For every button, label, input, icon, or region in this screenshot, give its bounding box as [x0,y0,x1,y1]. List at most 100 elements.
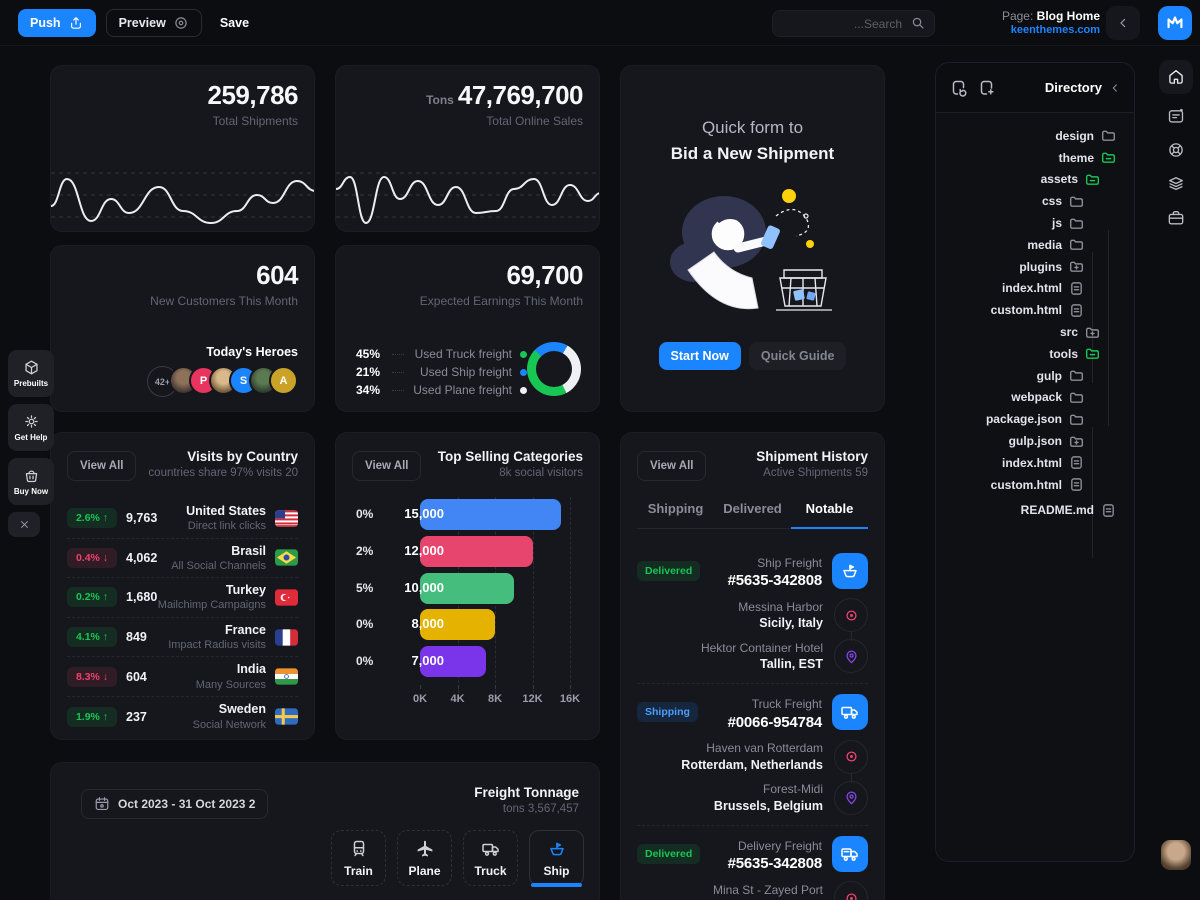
save-button[interactable]: Save [212,9,257,37]
briefcase-icon[interactable] [1167,209,1185,227]
site-link[interactable]: keenthemes.com [1010,24,1100,36]
tree-item-README.md[interactable]: README.md [936,500,1134,522]
prebuilts-button[interactable]: Prebuilts [8,350,54,397]
visits-title: Visits by Country [187,449,298,464]
push-button[interactable]: Push [18,9,96,37]
tree-item-label: gulp [1036,368,1062,383]
category-bar [420,572,514,604]
tree-item-src[interactable]: src [936,321,1134,343]
legend-leader [392,389,404,391]
shipment-illustration [669,189,832,311]
tree-item-theme[interactable]: theme [936,147,1134,169]
tree-item-tools[interactable]: tools [936,343,1134,365]
mode-truck-button[interactable]: Truck [463,830,518,886]
app-logo[interactable] [1158,6,1192,40]
tree-item-css[interactable]: css [936,190,1134,212]
user-avatar[interactable] [1161,840,1191,870]
change-badge: 0.4% ↓ [67,547,117,568]
collapse-button[interactable] [1106,6,1140,40]
plane-icon [415,839,435,859]
tree-guide-line [1108,230,1109,426]
visit-country-row[interactable]: 0.4% ↓ 4,062 Brasil All Social Channels [67,539,298,579]
tree-item-label: plugins [1019,259,1062,274]
axis-tick [457,685,459,689]
folder-icon [1069,237,1084,252]
buy-now-label: Buy Now [13,487,49,496]
quick-guide-button[interactable]: Quick Guide [748,342,847,370]
tree-item-webpack[interactable]: webpack [936,387,1134,409]
date-range-button[interactable]: Oct 2023 - 31 Oct 2023 2 [81,789,269,819]
tree-item-media[interactable]: media [936,234,1134,256]
country-flag-icon [275,589,298,606]
support-icon[interactable] [1167,141,1185,159]
tab-notable[interactable]: Notable [791,501,868,529]
tab-shipping[interactable]: Shipping [647,501,704,516]
history-view-all-button[interactable]: View All [637,451,707,481]
gridline [570,497,571,693]
left-rail: Prebuilts Get Help Buy Now [8,350,54,537]
visit-country-row[interactable]: 1.9% ↑ 237 Sweden Social Network [67,697,298,737]
legend-row: 34% Used Plane freight [356,381,527,399]
vehicle-button[interactable] [832,553,868,589]
category-bar [420,535,533,567]
get-help-button[interactable]: Get Help [8,404,54,451]
tree-item-custom.html[interactable]: custom.html [936,474,1134,496]
train-icon [349,839,369,859]
mode-ship-button[interactable]: Ship [529,830,584,887]
folder-icon [1069,412,1084,427]
file-icon [1069,477,1084,492]
visit-country-row[interactable]: 8.3% ↓ 604 India Many Sources [67,657,298,697]
category-bar [420,646,486,678]
vehicle-button[interactable] [832,694,868,731]
tree-item-design[interactable]: design [936,125,1134,147]
tree-item-assets[interactable]: assets [936,169,1134,191]
buy-now-button[interactable]: Buy Now [8,458,54,505]
mode-train-button[interactable]: Train [331,830,386,886]
file-add-icon[interactable] [978,79,996,97]
layers-icon[interactable] [1167,175,1185,193]
rail-home-button[interactable] [1159,60,1193,94]
categories-title: Top Selling Categories [437,449,583,464]
folder-icon [1069,390,1084,405]
close-rail-button[interactable] [8,512,40,537]
tree-item-index.html[interactable]: index.html [936,278,1134,300]
freight-type: Ship Freight [757,556,822,570]
tab-delivered[interactable]: Delivered [723,501,782,516]
tree-item-index.html[interactable]: index.html [936,452,1134,474]
tree-item-gulp.json[interactable]: gulp.json [936,430,1134,452]
legend-row: 21% Used Ship freight [356,363,527,381]
profile-card-icon[interactable] [1167,107,1185,125]
visit-country-row[interactable]: 4.1% ↑ 849 France Impact Radius visits [67,618,298,658]
earnings-label: Expected Earnings This Month [419,294,583,308]
avatar-letter[interactable]: A [269,366,298,395]
visit-count: 604 [126,669,147,684]
customers-label: New Customers This Month [150,294,298,308]
shipment-number: #0066-954784 [727,713,823,731]
visit-country-row[interactable]: 0.2% ↑ 1,680 Turkey Mailchimp Campaigns [67,578,298,618]
country-flag-icon [275,549,298,567]
tree-item-js[interactable]: js [936,212,1134,234]
directory-collapse-icon[interactable] [1108,81,1122,95]
quick-form-line2: Bid a New Shipment [670,144,835,163]
mode-plane-button[interactable]: Plane [397,830,452,886]
stop-marker-icon [834,639,868,674]
tree-item-plugins[interactable]: plugins [936,256,1134,278]
bar-value-label: 8,000 [411,616,444,632]
visit-country-row[interactable]: 2.6% ↑ 9,763 United States Direct link c… [67,499,298,539]
folder-collapse-icon [1085,346,1100,361]
visits-view-all-button[interactable]: View All [67,451,137,481]
tree-item-custom.html[interactable]: custom.html [936,299,1134,321]
tree-item-label: media [1027,237,1062,252]
search-input[interactable] [772,10,935,37]
start-now-button[interactable]: Start Now [658,342,741,370]
file-sync-icon[interactable] [950,79,968,97]
search-icon[interactable] [910,15,926,31]
vehicle-button[interactable] [832,835,868,872]
tree-item-gulp[interactable]: gulp [936,365,1134,387]
folder-expand-icon [1069,434,1084,449]
vehicle-icon [840,844,860,864]
tree-item-package.json[interactable]: package.json [936,408,1134,430]
categories-view-all-button[interactable]: View All [352,451,422,481]
folder-icon [1069,216,1084,231]
preview-button[interactable]: Preview [105,9,202,37]
